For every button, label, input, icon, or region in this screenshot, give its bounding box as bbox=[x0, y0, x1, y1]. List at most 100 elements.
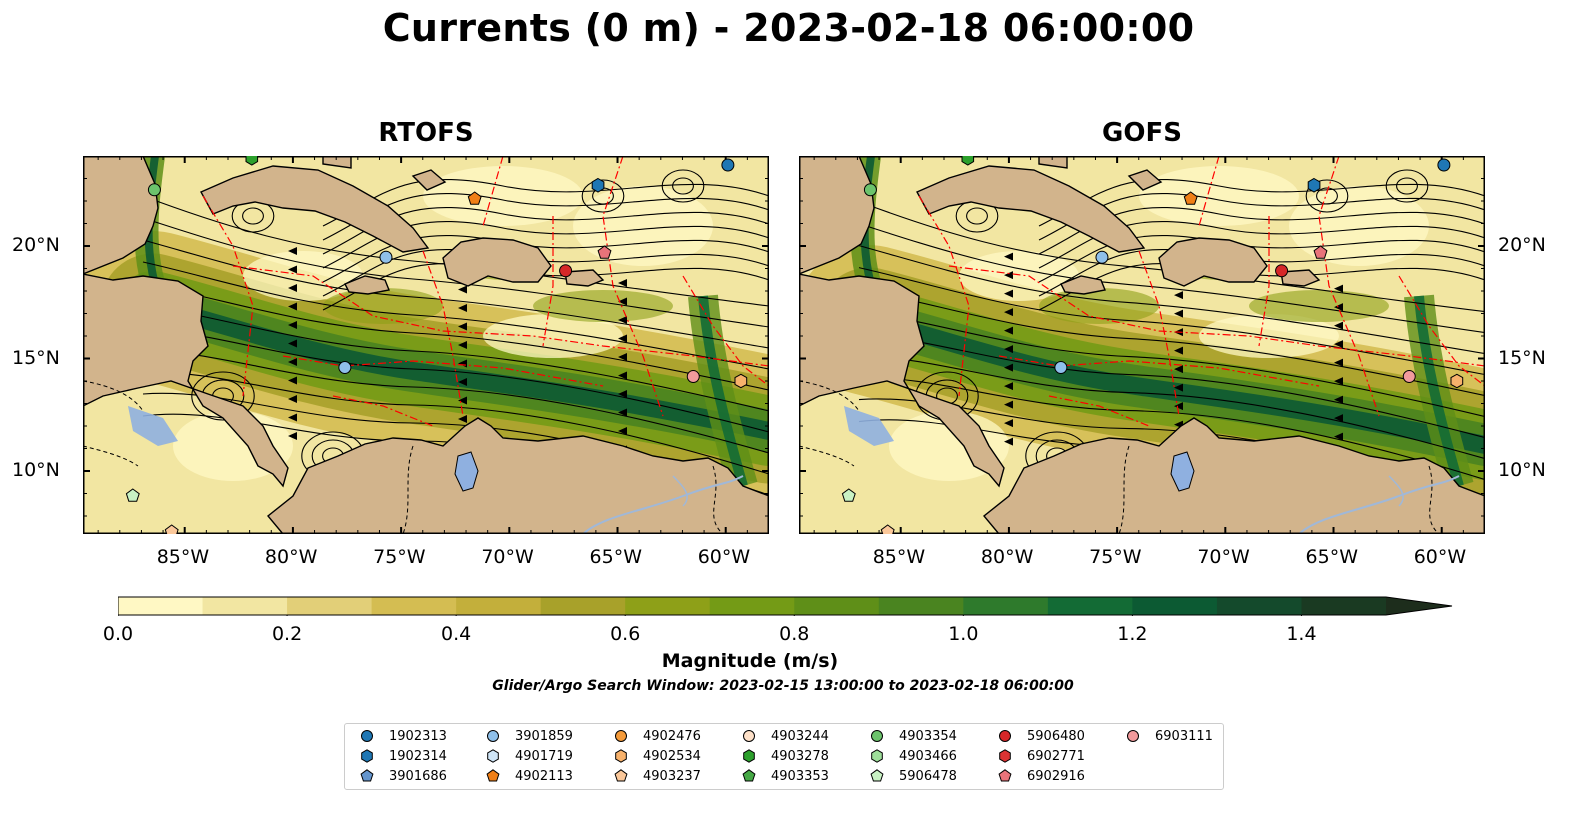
legend-entry: 5906478 bbox=[869, 766, 957, 786]
legend-label: 4902113 bbox=[515, 768, 573, 784]
lon-tick-label: 80°W bbox=[980, 546, 1034, 568]
map-panel-rtofs bbox=[83, 156, 769, 534]
colorbar-segment bbox=[202, 597, 288, 615]
float-marker-6903111 bbox=[686, 370, 700, 383]
circle-marker-icon bbox=[1127, 730, 1139, 742]
float-marker-4903354 bbox=[863, 183, 877, 197]
colorbar-tick-label: 0.8 bbox=[779, 623, 810, 645]
legend-label: 4902476 bbox=[643, 728, 701, 744]
hexagon-marker-icon bbox=[871, 749, 883, 763]
colorbar-segment bbox=[625, 597, 711, 615]
lon-tick-label: 60°W bbox=[1413, 546, 1467, 568]
legend-entry: 3901686 bbox=[359, 766, 447, 786]
lon-tick-label: 85°W bbox=[156, 546, 210, 568]
eez-boundaries bbox=[202, 156, 769, 427]
legend-label: 4903278 bbox=[771, 748, 829, 764]
colorbar-gradient bbox=[117, 596, 1453, 616]
legend-entry: 4902476 bbox=[613, 726, 701, 746]
legend-label: 6903111 bbox=[1155, 728, 1213, 744]
circle-marker-icon bbox=[615, 730, 627, 742]
colorbar-segment bbox=[1132, 597, 1218, 615]
float-marker-3901859 bbox=[379, 250, 393, 264]
river bbox=[1298, 475, 1460, 534]
colorbar-segment bbox=[540, 597, 626, 615]
legend-label: 3901686 bbox=[389, 768, 447, 784]
float-marker-4902113 bbox=[467, 191, 482, 205]
legend-label: 4903353 bbox=[771, 768, 829, 784]
lake-nicaragua bbox=[844, 406, 894, 446]
pentagon-marker-icon bbox=[742, 769, 756, 782]
float-marker-4902534 bbox=[1450, 373, 1464, 389]
legend-entry: 4901719 bbox=[485, 746, 573, 766]
lat-tick-label-left: 20°N bbox=[12, 234, 60, 256]
lake-maracaibo bbox=[454, 451, 479, 492]
legend-entry: 6902916 bbox=[997, 766, 1085, 786]
hexagon-marker-icon bbox=[999, 749, 1011, 763]
lon-tick-label: 80°W bbox=[264, 546, 318, 568]
legend-label: 6902771 bbox=[1027, 748, 1085, 764]
legend-label: 1902313 bbox=[389, 728, 447, 744]
legend-label: 4901719 bbox=[515, 748, 573, 764]
float-marker-4903237 bbox=[164, 524, 179, 534]
float-marker-4903278 bbox=[961, 156, 975, 166]
colorbar-tick-label: 0.2 bbox=[271, 623, 303, 645]
lake-nicaragua bbox=[128, 406, 178, 446]
float-marker-5906478 bbox=[125, 488, 140, 502]
float-marker-6903111 bbox=[1402, 370, 1416, 383]
colorbar-tick-label: 1.4 bbox=[1286, 623, 1317, 645]
legend-entry: 1902313 bbox=[359, 726, 447, 746]
legend-label: 6902916 bbox=[1027, 768, 1085, 784]
float-marker-3901859 bbox=[1095, 250, 1109, 264]
float-marker-5906478 bbox=[841, 488, 856, 502]
legend-label: 4902534 bbox=[643, 748, 701, 764]
colorbar-segment bbox=[709, 597, 795, 615]
legend-label: 4903466 bbox=[899, 748, 957, 764]
legend-entry: 4903244 bbox=[741, 726, 829, 746]
colorbar-tick-label: 1.0 bbox=[948, 623, 979, 645]
hexagon-marker-icon bbox=[615, 749, 627, 763]
legend-label: 4903244 bbox=[771, 728, 829, 744]
lon-tick-label: 70°W bbox=[1197, 546, 1250, 568]
float-marker-1902314 bbox=[1307, 177, 1321, 193]
legend-entry: 4903354 bbox=[869, 726, 957, 746]
lon-tick-label: 65°W bbox=[589, 546, 642, 568]
colorbar-tick-label: 0.6 bbox=[610, 623, 641, 645]
float-marker-4903354 bbox=[147, 183, 161, 197]
lat-tick-label-right: 10°N bbox=[1498, 459, 1546, 481]
hexagon-marker-icon bbox=[361, 749, 373, 763]
legend-entry: 4902113 bbox=[485, 766, 573, 786]
search-window-note: Glider/Argo Search Window: 2023-02-15 13… bbox=[492, 678, 1074, 694]
colorbar bbox=[117, 596, 1454, 616]
circle-marker-icon bbox=[871, 730, 883, 742]
colorbar-segment bbox=[878, 597, 964, 615]
colorbar-label: Magnitude (m/s) bbox=[661, 650, 839, 672]
legend-entry: 6903111 bbox=[1125, 726, 1213, 746]
colorbar-segment bbox=[794, 597, 880, 615]
circle-marker-icon bbox=[743, 730, 755, 742]
float-marker-1902313 bbox=[1437, 158, 1451, 172]
legend-label: 4903237 bbox=[643, 768, 701, 784]
colorbar-extend-arrow bbox=[1386, 597, 1452, 615]
panel-title-gofs: GOFS bbox=[1102, 118, 1182, 148]
pentagon-marker-icon bbox=[360, 769, 374, 782]
float-marker-4902534 bbox=[734, 373, 748, 389]
pentagon-marker-icon bbox=[614, 769, 628, 782]
colorbar-tick-label: 1.2 bbox=[1117, 623, 1148, 645]
lat-tick-label-left: 10°N bbox=[12, 459, 60, 481]
legend-entry: 4903278 bbox=[741, 746, 829, 766]
legend-entry: 4903466 bbox=[869, 746, 957, 766]
legend-entry: 4902534 bbox=[613, 746, 701, 766]
circle-marker-icon bbox=[487, 730, 499, 742]
float-marker-4903278 bbox=[245, 156, 259, 166]
pentagon-marker-icon bbox=[870, 769, 884, 782]
colorbar-segment bbox=[963, 597, 1049, 615]
lon-tick-label: 70°W bbox=[481, 546, 534, 568]
map-frame bbox=[83, 156, 769, 534]
legend-label: 5906478 bbox=[899, 768, 957, 784]
lon-tick-label: 75°W bbox=[1089, 546, 1142, 568]
colorbar-segment bbox=[287, 597, 373, 615]
colorbar-segment bbox=[118, 597, 204, 615]
colorbar-segment bbox=[1301, 597, 1387, 615]
float-marker-1902313 bbox=[721, 158, 735, 172]
pentagon-marker-icon bbox=[486, 769, 500, 782]
